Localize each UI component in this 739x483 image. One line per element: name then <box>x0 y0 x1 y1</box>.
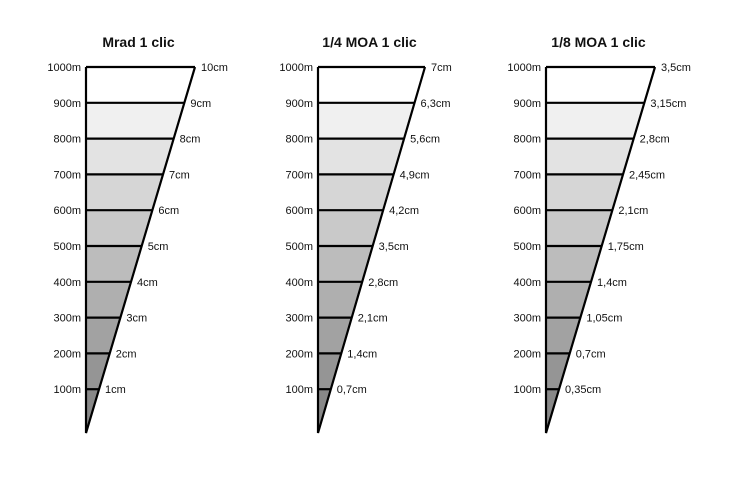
band-5 <box>546 210 613 246</box>
distance-label: 200m <box>285 348 313 360</box>
click-value-label: 1,4cm <box>347 348 377 360</box>
click-value-label: 6,3cm <box>421 98 451 110</box>
distance-label: 800m <box>285 134 313 146</box>
distance-label: 300m <box>285 313 313 325</box>
distance-label: 200m <box>513 348 541 360</box>
band-7 <box>86 281 132 318</box>
band-1 <box>546 67 655 103</box>
click-value-label: 10cm <box>201 62 228 74</box>
click-value-label: 1cm <box>105 384 126 396</box>
band-4 <box>318 174 394 211</box>
panel-3: 1/8 MOA 1 clic 1000m 3,5cm 900m 3,15cm 800m 2,… <box>507 34 691 434</box>
click-value-label: 0,7cm <box>576 348 606 360</box>
click-value-label: 4,2cm <box>389 205 419 217</box>
click-value-label: 4,9cm <box>400 169 430 181</box>
click-value-label: 3,15cm <box>650 98 686 110</box>
click-value-label: 2,8cm <box>640 134 670 146</box>
click-value-label: 3cm <box>126 313 147 325</box>
panel-title: Mrad 1 clic <box>102 34 175 50</box>
distance-label: 400m <box>53 277 81 289</box>
distance-label: 300m <box>53 313 81 325</box>
triangle-outline <box>316 66 427 434</box>
click-value-label: 0,7cm <box>337 384 367 396</box>
distance-label: 600m <box>53 205 81 217</box>
distance-label: 100m <box>285 384 313 396</box>
band-1 <box>86 67 195 103</box>
band-5 <box>318 210 384 246</box>
distance-label: 400m <box>285 277 313 289</box>
band-2 <box>86 102 185 139</box>
click-value-label: 2,1cm <box>618 205 648 217</box>
distance-label: 700m <box>285 169 313 181</box>
band-3 <box>318 138 405 175</box>
distance-label: 500m <box>285 241 313 253</box>
click-value-label: 2,8cm <box>368 277 398 289</box>
distance-label: 500m <box>513 241 541 253</box>
band-1 <box>318 67 425 103</box>
click-value-label: 8cm <box>180 134 201 146</box>
distance-label: 600m <box>513 205 541 217</box>
click-value-label: 5,6cm <box>410 134 440 146</box>
distance-label: 1000m <box>507 62 541 74</box>
triangle-outline <box>84 66 197 434</box>
distance-label: 900m <box>53 98 81 110</box>
click-value-label: 2,45cm <box>629 169 665 181</box>
band-3 <box>86 138 174 175</box>
band-6 <box>318 246 373 282</box>
distance-label: 600m <box>285 205 313 217</box>
band-7 <box>318 281 363 318</box>
distance-label: 100m <box>53 384 81 396</box>
click-value-label: 7cm <box>431 62 452 74</box>
panel-title: 1/4 MOA 1 clic <box>322 34 417 50</box>
distance-label: 800m <box>53 134 81 146</box>
panel-title: 1/8 MOA 1 clic <box>551 34 646 50</box>
band-4 <box>86 174 164 211</box>
click-value-label: 2,1cm <box>358 313 388 325</box>
distance-label: 100m <box>513 384 541 396</box>
band-9 <box>546 353 570 390</box>
panel-1: Mrad 1 clic 1000m 10cm 900m 9cm 800m 8cm 700m 7c… <box>47 34 228 434</box>
band-4 <box>546 174 624 211</box>
distance-label: 700m <box>513 169 541 181</box>
band-3 <box>546 138 634 175</box>
band-9 <box>86 353 110 390</box>
click-value-label: 6cm <box>158 205 179 217</box>
band-2 <box>546 102 645 139</box>
panel-2: 1/4 MOA 1 clic 1000m 7cm 900m 6,3cm 800m 5,6cm… <box>279 34 452 434</box>
triangle-outline <box>544 66 657 434</box>
distance-label: 300m <box>513 313 541 325</box>
click-value-label: 2cm <box>116 348 137 360</box>
click-value-label: 1,05cm <box>586 313 622 325</box>
distance-label: 1000m <box>279 62 313 74</box>
band-5 <box>86 210 153 246</box>
distance-label: 500m <box>53 241 81 253</box>
distance-label: 800m <box>513 134 541 146</box>
distance-label: 1000m <box>47 62 81 74</box>
click-value-label: 0,35cm <box>565 384 601 396</box>
click-value-label: 1,4cm <box>597 277 627 289</box>
click-value-label: 5cm <box>148 241 169 253</box>
distance-label: 200m <box>53 348 81 360</box>
click-value-label: 3,5cm <box>661 62 691 74</box>
distance-label: 900m <box>513 98 541 110</box>
band-6 <box>86 246 142 282</box>
distance-label: 700m <box>53 169 81 181</box>
band-9 <box>318 353 342 390</box>
panels-group: Mrad 1 clic 1000m 10cm 900m 9cm 800m 8cm 700m 7c… <box>47 34 691 434</box>
band-6 <box>546 246 602 282</box>
click-value-label: 7cm <box>169 169 190 181</box>
click-value-label: 9cm <box>190 98 211 110</box>
click-value-label: 3,5cm <box>379 241 409 253</box>
distance-label: 400m <box>513 277 541 289</box>
click-value-label: 1,75cm <box>608 241 644 253</box>
band-7 <box>546 281 592 318</box>
click-value-label: 4cm <box>137 277 158 289</box>
distance-label: 900m <box>285 98 313 110</box>
band-2 <box>318 102 415 139</box>
